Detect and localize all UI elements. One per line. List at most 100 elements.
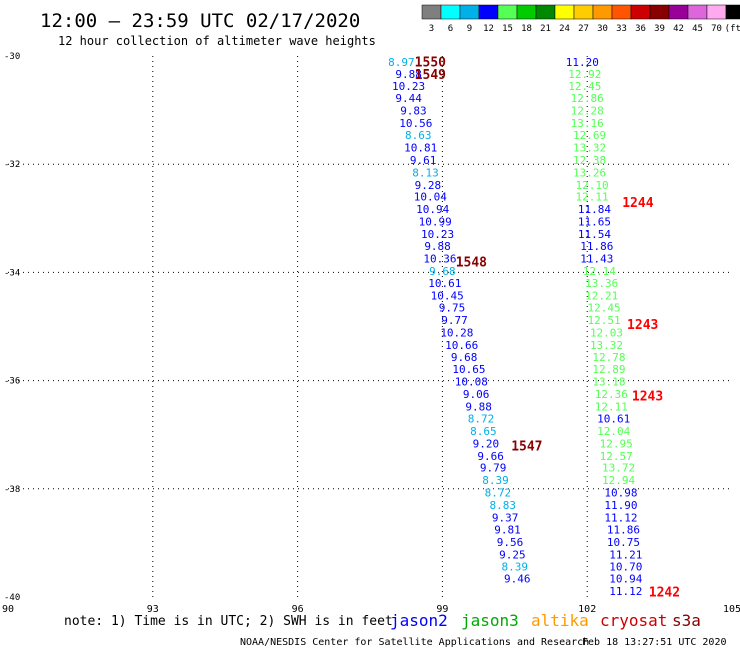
legend-s3a: s3a <box>672 611 701 630</box>
footer-note: note: 1) Time is in UTC; 2) SWH is in fe… <box>64 614 393 629</box>
swh-value: 8.65 <box>470 425 497 438</box>
color-swatch <box>459 4 480 20</box>
swh-value: 9.88 <box>465 401 492 414</box>
swh-value: 12.69 <box>573 129 606 142</box>
swh-value: 8.63 <box>405 129 432 142</box>
swh-value: 12.11 <box>575 191 608 204</box>
swh-value: 12.10 <box>575 179 608 192</box>
swh-value: 13.18 <box>592 376 625 389</box>
swh-value: 9.20 <box>473 437 500 450</box>
color-swatch <box>421 4 442 20</box>
swh-value: 10.70 <box>609 561 642 574</box>
color-swatch <box>687 4 708 20</box>
color-swatch <box>535 4 556 20</box>
swh-value: 13.32 <box>573 141 606 154</box>
color-swatch <box>668 4 689 20</box>
swh-value: 9.81 <box>494 523 521 536</box>
color-swatch <box>706 4 727 20</box>
swh-value: 12.57 <box>600 450 633 463</box>
swh-value: 11.90 <box>604 499 637 512</box>
swh-value: 12.92 <box>568 68 601 81</box>
color-scale-label: 30 <box>597 24 608 34</box>
wave-height-values: 8.979.8810.239.449.8310.568.6310.819.618… <box>388 56 643 598</box>
color-scale-label: 42 <box>673 24 684 34</box>
axis-tick-labels: 90 93 96 99 102 105 -30 -32 -34 -36 -38 -40 <box>2 52 740 615</box>
swh-value: 11.86 <box>607 523 640 536</box>
color-swatch <box>592 4 613 20</box>
swh-value: 12.45 <box>588 302 621 315</box>
swh-value: 8.39 <box>502 561 529 574</box>
color-scale-label: 70 <box>711 24 722 34</box>
swh-value: 8.97 <box>388 56 415 69</box>
swh-value: 10.99 <box>419 216 452 229</box>
swh-value: 9.37 <box>492 511 519 524</box>
footer-timestamp: Feb 18 13:27:51 UTC 2020 <box>582 637 727 648</box>
color-scale-label: 18 <box>521 24 532 34</box>
color-scale-label: 27 <box>578 24 589 34</box>
swh-value: 8.39 <box>482 474 509 487</box>
swh-value: 9.56 <box>497 536 524 549</box>
plot-grid <box>8 56 732 597</box>
color-swatch <box>611 4 632 20</box>
swh-value: 9.61 <box>410 154 437 167</box>
swh-value: 12.14 <box>583 265 616 278</box>
y-tick-label: -38 <box>4 485 20 495</box>
color-swatch <box>725 4 740 20</box>
x-tick-label: 93 <box>147 604 159 615</box>
swh-value: 12.89 <box>592 363 625 376</box>
swh-value: 10.56 <box>399 117 432 130</box>
swh-value: 12.95 <box>600 437 633 450</box>
swh-value: 9.68 <box>429 265 456 278</box>
pass-time-label: 1550 <box>415 55 446 70</box>
color-scale-label: 33 <box>616 24 627 34</box>
swh-value: 8.72 <box>485 487 512 500</box>
swh-value: 10.94 <box>609 573 642 586</box>
y-tick-label: -34 <box>4 268 20 278</box>
color-scale-label: 3 <box>429 24 434 34</box>
color-scale-label: 6 <box>448 24 453 34</box>
swh-value: 12.04 <box>597 425 630 438</box>
swh-value: 11.65 <box>578 216 611 229</box>
swh-value: 9.88 <box>424 240 451 253</box>
swh-value: 12.28 <box>571 105 604 118</box>
swh-value: 9.44 <box>395 92 422 105</box>
color-scale-label: 24 <box>559 24 570 34</box>
swh-value: 12.11 <box>595 401 628 414</box>
legend-cryosat: cryosat <box>600 611 667 630</box>
pass-time-label: 1243 <box>627 318 658 333</box>
pass-time-label: 1548 <box>456 256 487 271</box>
chart-title: 12:00 – 23:59 UTC 02/17/2020 <box>40 10 360 32</box>
swh-value: 8.72 <box>468 412 495 425</box>
color-swatch <box>573 4 594 20</box>
color-swatch <box>630 4 651 20</box>
swh-value: 10.04 <box>414 191 447 204</box>
color-scale-label: 12 <box>483 24 494 34</box>
chart-subtitle: 12 hour collection of altimeter wave hei… <box>58 34 376 48</box>
legend-altika: altika <box>531 611 589 630</box>
legend-jason3: jason3 <box>461 611 519 630</box>
swh-value: 10.23 <box>392 80 425 93</box>
color-scale-label: 45 <box>692 24 703 34</box>
legend-jason2: jason2 <box>390 611 448 630</box>
swh-value: 10.23 <box>421 228 454 241</box>
swh-value: 9.77 <box>441 314 468 327</box>
color-scale-label: 9 <box>467 24 472 34</box>
y-tick-label: -30 <box>4 52 20 62</box>
swh-value: 9.28 <box>415 179 442 192</box>
swh-value: 10.75 <box>607 536 640 549</box>
pass-time-label: 1547 <box>511 440 542 455</box>
swh-value: 12.45 <box>568 80 601 93</box>
swh-value: 13.26 <box>573 166 606 179</box>
swh-value: 9.46 <box>504 573 531 586</box>
swh-value: 10.94 <box>416 203 449 216</box>
swh-value: 13.36 <box>585 277 618 290</box>
swh-value: 11.43 <box>580 252 613 265</box>
color-swatch <box>497 4 518 20</box>
swh-value: 9.83 <box>400 105 427 118</box>
swh-value: 10.28 <box>440 326 473 339</box>
x-tick-label: 102 <box>578 604 596 615</box>
pass-time-label: 1242 <box>649 586 680 601</box>
color-scale-label: 39 <box>654 24 665 34</box>
